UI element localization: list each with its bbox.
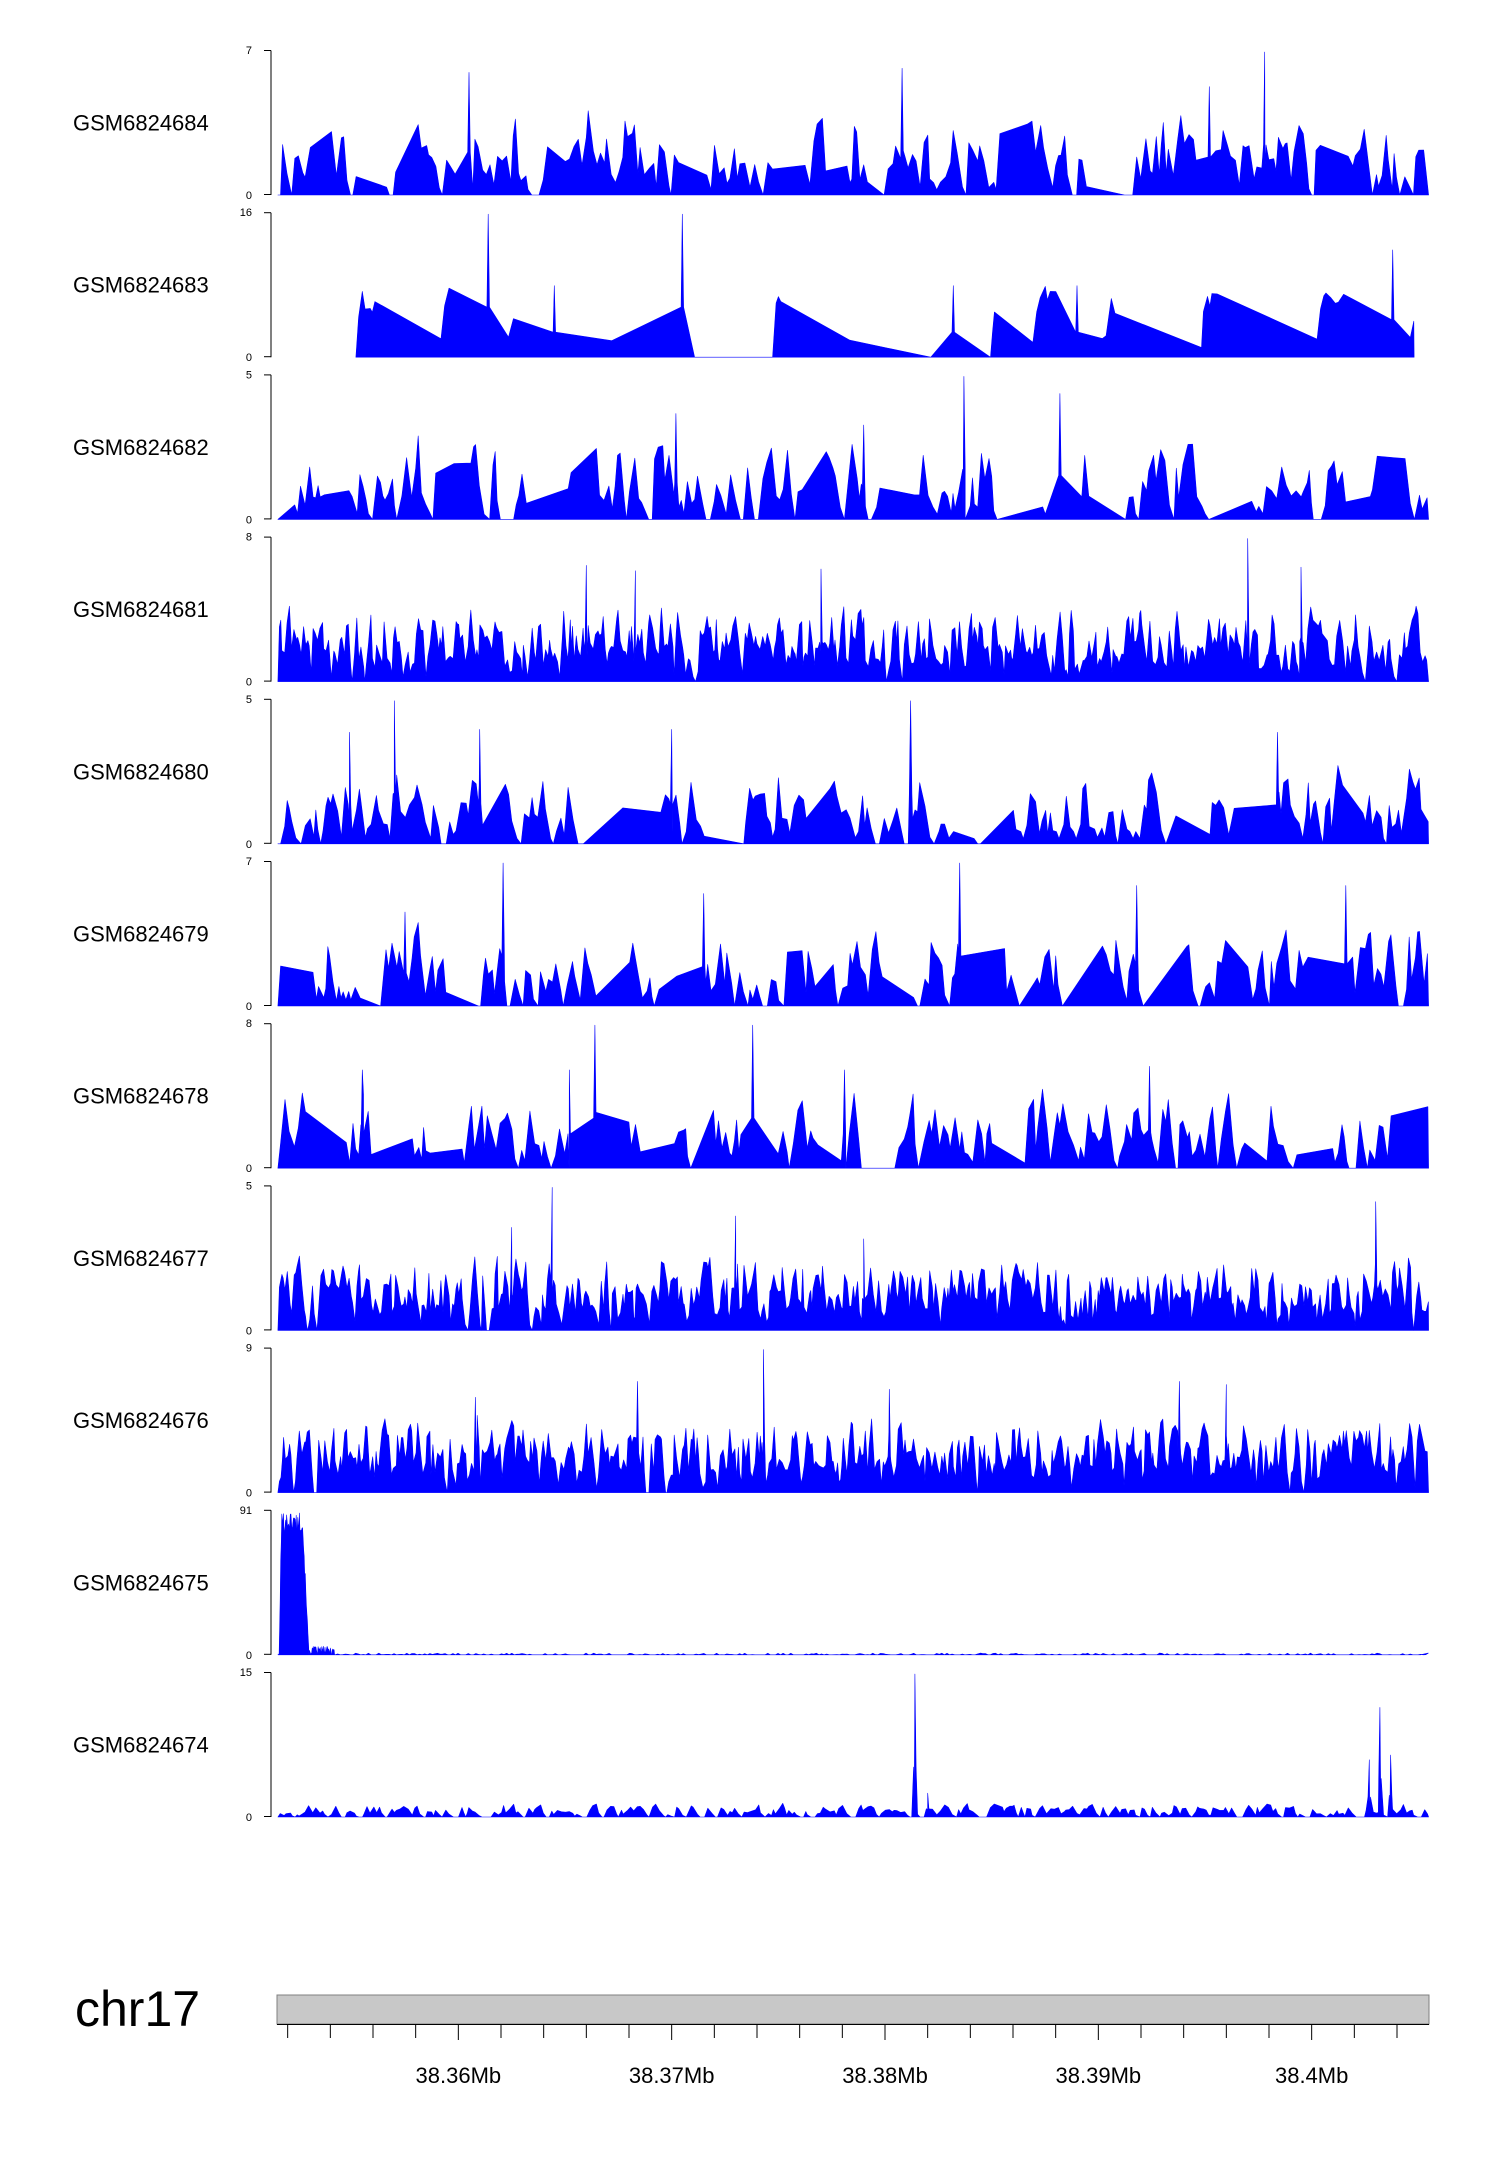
y-tick-label-max: 8 xyxy=(246,1018,252,1030)
track-label: GSM6824682 xyxy=(73,435,209,460)
x-tick-label: 38.36Mb xyxy=(416,2063,502,2088)
y-tick-label-max: 91 xyxy=(240,1505,252,1517)
track-GSM6824677: GSM6824677 5 0 xyxy=(73,1180,1429,1337)
y-tick-label-min: 0 xyxy=(246,1812,252,1824)
signal-area xyxy=(277,1349,1429,1493)
track-label: GSM6824681 xyxy=(73,597,209,622)
signal-area xyxy=(355,213,1415,358)
track-label: GSM6824679 xyxy=(73,922,209,947)
y-tick-label-max: 5 xyxy=(246,694,252,706)
y-tick-label-max: 9 xyxy=(246,1343,252,1355)
track-GSM6824682: GSM6824682 5 0 xyxy=(73,369,1429,526)
track-GSM6824684: GSM6824684 7 0 xyxy=(73,45,1429,202)
signal-area xyxy=(277,538,1429,682)
track-GSM6824675: GSM6824675 91 0 xyxy=(73,1505,1429,1662)
signal-area xyxy=(277,862,1429,1007)
y-tick-label-min: 0 xyxy=(246,1650,252,1662)
signal-area xyxy=(277,51,1429,196)
genome-axis: 38.36Mb 38.37Mb 38.38Mb 38.39Mb 38.4Mb xyxy=(277,2024,1429,2088)
y-tick-label-max: 16 xyxy=(240,207,252,219)
track-GSM6824678: GSM6824678 8 0 xyxy=(73,1018,1429,1175)
x-tick-label: 38.4Mb xyxy=(1275,2063,1348,2088)
signal-area xyxy=(277,1187,1429,1331)
track-GSM6824681: GSM6824681 8 0 xyxy=(73,532,1429,689)
y-tick-label-min: 0 xyxy=(246,677,252,689)
signal-area xyxy=(277,1024,1429,1169)
y-tick-label-min: 0 xyxy=(246,1325,252,1337)
y-tick-label-min: 0 xyxy=(246,190,252,202)
y-tick-label-max: 7 xyxy=(246,856,252,868)
track-label: GSM6824675 xyxy=(73,1570,209,1595)
track-label: GSM6824680 xyxy=(73,759,209,784)
x-tick-label: 38.37Mb xyxy=(629,2063,715,2088)
track-GSM6824683: GSM6824683 16 0 xyxy=(73,207,1415,364)
chromosome-label: chr17 xyxy=(75,1981,200,2037)
y-tick-label-max: 8 xyxy=(246,532,252,544)
y-tick-label-min: 0 xyxy=(246,514,252,526)
track-GSM6824680: GSM6824680 5 0 xyxy=(73,694,1429,851)
track-GSM6824674: GSM6824674 15 0 xyxy=(73,1667,1429,1824)
track-GSM6824679: GSM6824679 7 0 xyxy=(73,856,1429,1013)
chromosome-ideogram: chr17 xyxy=(75,1981,1430,2037)
track-label: GSM6824678 xyxy=(73,1084,209,1109)
y-tick-label-min: 0 xyxy=(246,1001,252,1013)
y-tick-label-min: 0 xyxy=(246,1163,252,1175)
y-tick-label-max: 5 xyxy=(246,369,252,381)
ideogram-bar xyxy=(276,1994,1430,2025)
signal-area xyxy=(277,1673,1429,1818)
y-tick-label-min: 0 xyxy=(246,1488,252,1500)
x-tick-label: 38.38Mb xyxy=(842,2063,928,2088)
track-GSM6824676: GSM6824676 9 0 xyxy=(73,1343,1429,1500)
x-tick-label: 38.39Mb xyxy=(1056,2063,1142,2088)
track-label: GSM6824676 xyxy=(73,1408,209,1433)
y-tick-label-max: 5 xyxy=(246,1180,252,1192)
signal-area xyxy=(277,1512,1429,1656)
signal-area xyxy=(277,700,1429,845)
track-label: GSM6824677 xyxy=(73,1246,209,1271)
y-tick-label-min: 0 xyxy=(246,839,252,851)
y-tick-label-max: 15 xyxy=(240,1667,252,1679)
track-label: GSM6824683 xyxy=(73,273,209,298)
y-tick-label-min: 0 xyxy=(246,352,252,364)
track-label: GSM6824684 xyxy=(73,111,209,136)
data-tracks: GSM682468470GSM6824683160GSM682468250GSM… xyxy=(73,45,1429,1824)
signal-area xyxy=(277,376,1429,520)
track-label: GSM6824674 xyxy=(73,1733,209,1758)
y-tick-label-max: 7 xyxy=(246,45,252,57)
